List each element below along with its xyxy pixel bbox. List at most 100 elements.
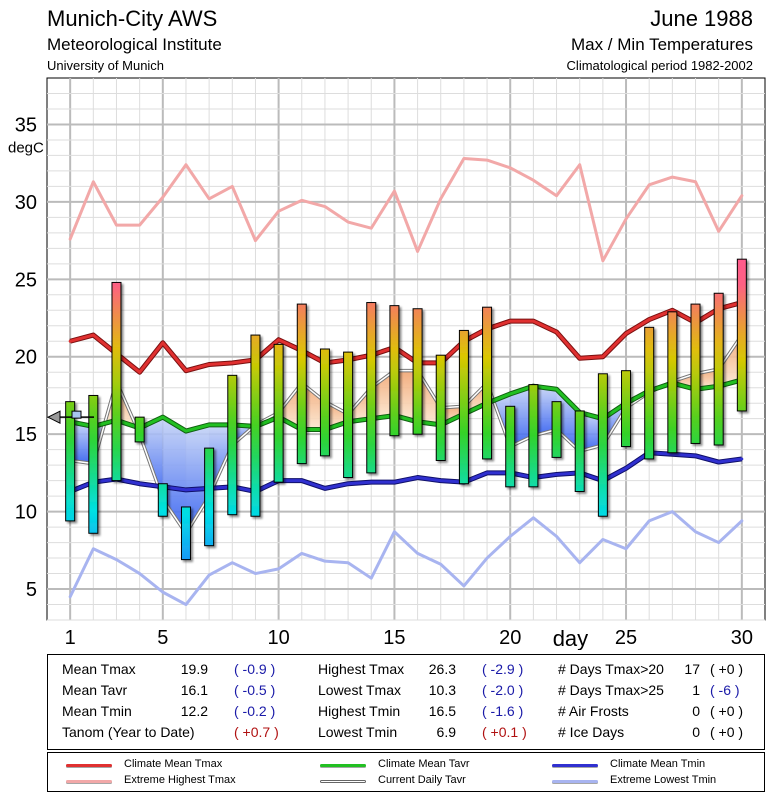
- stat-value: 0: [692, 724, 700, 740]
- climate-mean-tmax-line: [68, 301, 744, 374]
- stat-label: Mean Tavr: [62, 682, 128, 698]
- stat-anomaly: ( +0.7 ): [234, 724, 279, 740]
- institute-title: Meteorological Institute: [47, 35, 222, 54]
- tmax-tmin-bar: [389, 305, 400, 437]
- stat-value: 12.2: [180, 703, 208, 719]
- x-tick-label: 1: [65, 627, 76, 649]
- stat-value: 17: [684, 661, 700, 677]
- stat-label: # Air Frosts: [558, 703, 629, 719]
- legend-swatch: [66, 764, 112, 767]
- extreme-highest-tmax-line: [68, 157, 744, 263]
- tmax-tmin-bar: [621, 370, 632, 448]
- period-title: Climatological period 1982-2002: [566, 58, 753, 73]
- tmax-tmin-bar: [157, 483, 168, 517]
- stat-anomaly: ( -0.2 ): [234, 703, 276, 719]
- tmax-tmin-bar: [204, 447, 215, 547]
- tmax-tmin-bar: [250, 334, 261, 517]
- stat-value: 16.5: [428, 703, 456, 719]
- tmax-tmin-bar: [412, 308, 423, 435]
- cool-anomaly-area: [209, 424, 233, 497]
- x-tick-label: 15: [383, 627, 405, 649]
- tmax-tmin-bar: [690, 303, 701, 444]
- legend-swatch: [66, 780, 112, 783]
- tmax-tmin-bar: [574, 410, 585, 492]
- stat-label: # Ice Days: [558, 724, 625, 740]
- ytd-marker-arrow: [46, 410, 61, 424]
- legend-label: Extreme Lowest Tmin: [610, 774, 717, 786]
- stat-value: 16.1: [180, 682, 208, 698]
- warm-anomaly-area: [371, 370, 395, 419]
- legend-swatch: [552, 780, 598, 783]
- stat-anomaly: ( -0.5 ): [234, 682, 276, 698]
- tmax-tmin-bar: [134, 416, 145, 443]
- stat-label: Highest Tmin: [318, 703, 401, 719]
- tmax-tmin-bar: [435, 354, 446, 461]
- tmax-tmin-bar: [180, 506, 191, 561]
- stat-anomaly: ( +0 ): [710, 724, 744, 740]
- stat-label: Highest Tmax: [318, 661, 405, 677]
- stat-value: 19.9: [180, 661, 208, 677]
- stat-anomaly: ( +0 ): [710, 661, 744, 677]
- x-tick-label: 5: [157, 627, 168, 649]
- daily-bars: [65, 258, 747, 561]
- extreme-lowest-tmin-line: [68, 510, 744, 607]
- cool-anomaly-area: [162, 417, 186, 534]
- stat-label: # Days Tmax>20: [558, 661, 664, 677]
- stat-label: Lowest Tmax: [318, 682, 401, 698]
- x-tick-label: 25: [615, 627, 637, 649]
- cool-anomaly-area: [533, 386, 557, 436]
- tmax-tmin-bar: [528, 384, 539, 488]
- x-axis-label: day: [553, 626, 588, 650]
- stat-value: 1: [692, 682, 700, 698]
- legend-swatch: [320, 780, 366, 783]
- y-tick-label: 5: [26, 579, 37, 601]
- y-tick-label: 25: [15, 269, 37, 291]
- tmax-tmin-bar: [482, 306, 493, 460]
- stat-value: 0: [692, 703, 700, 719]
- station-title: Munich-City AWS: [47, 6, 218, 31]
- climate-mean-tmin-line: [68, 451, 744, 493]
- tmax-tmin-bar: [667, 311, 678, 454]
- tmax-tmin-bar: [505, 405, 516, 488]
- month-title: June 1988: [650, 6, 753, 31]
- tmax-tmin-bar: [343, 351, 354, 479]
- warm-anomaly-area: [394, 370, 418, 422]
- stat-label: Tanom (Year to Date): [62, 724, 195, 740]
- stat-anomaly: ( -6 ): [710, 682, 740, 698]
- tmax-tmin-bar: [736, 258, 747, 412]
- x-tick-label: 20: [499, 627, 521, 649]
- legend-label: Current Daily Tavr: [378, 774, 466, 786]
- tmax-tmin-bar: [319, 348, 330, 457]
- y-tick-label: 35: [15, 114, 37, 136]
- cool-anomaly-area: [510, 386, 534, 447]
- stat-anomaly: ( -0.9 ): [234, 661, 276, 677]
- y-tick-label: 30: [15, 192, 37, 214]
- y-tick-label: 20: [15, 347, 37, 369]
- warm-anomaly-area: [301, 383, 325, 430]
- legend-panel: Climate Mean Tmax Extreme Highest Tmax Cli…: [47, 752, 765, 792]
- tmax-tmin-bar: [458, 329, 469, 485]
- cool-anomaly-area: [185, 424, 210, 534]
- x-tick-label: 30: [731, 627, 753, 649]
- legend-label: Extreme Highest Tmax: [124, 774, 236, 786]
- legend-label: Climate Mean Tmin: [610, 758, 706, 770]
- stat-anomaly: ( -1.6 ): [482, 703, 524, 719]
- tmax-tmin-bar: [273, 343, 284, 483]
- warm-anomaly-area: [417, 370, 441, 425]
- tmax-tmin-bar: [713, 292, 724, 446]
- plot-area: [46, 77, 766, 621]
- tmax-tmin-bar: [65, 401, 76, 522]
- x-tick-label: 10: [267, 627, 289, 649]
- university-title: University of Munich: [47, 58, 165, 73]
- tmax-tmin-bar: [227, 374, 238, 516]
- stat-label: Mean Tmin: [62, 703, 132, 719]
- stat-anomaly: ( +0 ): [710, 703, 744, 719]
- y-tick-label: 10: [15, 502, 37, 524]
- legend-label: Climate Mean Tmax: [124, 758, 223, 770]
- stat-value: 10.3: [428, 682, 456, 698]
- tavr-anomaly-shading: [70, 335, 742, 534]
- warm-anomaly-area: [718, 335, 742, 387]
- ytd-marker-box: [71, 410, 82, 419]
- chart-subtitle: Max / Min Temperatures: [570, 35, 753, 54]
